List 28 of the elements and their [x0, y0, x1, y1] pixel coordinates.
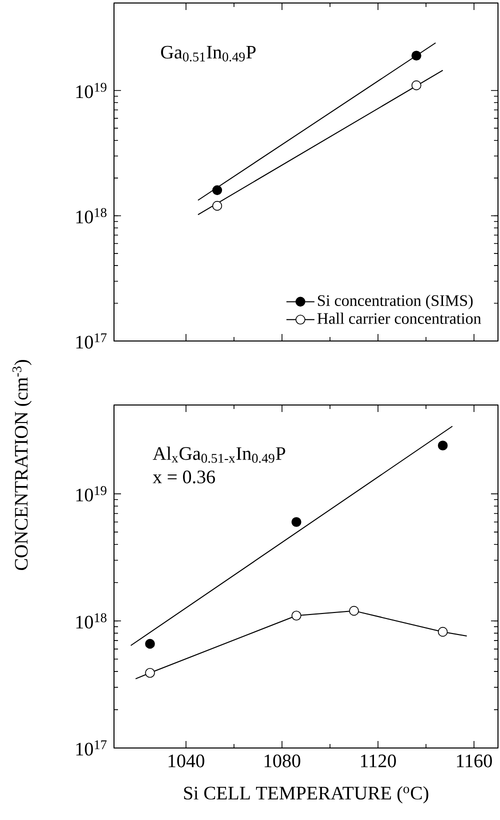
- y-tick-label: 10$^{19}$: [76, 486, 106, 502]
- point: [349, 606, 359, 616]
- x-tick-label: 1040: [168, 754, 204, 768]
- point: [291, 610, 302, 621]
- legend-label: Hall carrier concentration: [317, 312, 482, 324]
- annotation: x = 0.36: [152, 470, 215, 484]
- annotation: Al$_{x}$Ga$_{0.51-x}$In$_{0.49}$P: [152, 446, 286, 463]
- x-tick-label: 1160: [457, 754, 492, 768]
- y-tick-label: 10$^{19}$: [76, 82, 106, 98]
- point: [145, 668, 155, 678]
- point: [438, 626, 448, 637]
- point: [212, 200, 222, 211]
- x-axis-title: Si CELL TEMPERATURE ($^{o}$C): [184, 786, 428, 804]
- point: [291, 517, 302, 527]
- x-tick-label: 1120: [361, 754, 396, 768]
- point: [411, 80, 422, 90]
- y-tick-label: 10$^{17}$: [76, 740, 107, 756]
- annotation: Ga$_{0.51}$In$_{0.49}$P: [161, 46, 256, 62]
- y-axis-title: CONCENTRATION (cm$^{-3}$): [12, 360, 32, 570]
- legend-label: Si concentration (SIMS): [318, 294, 473, 310]
- point: [145, 638, 155, 649]
- point: [438, 440, 448, 450]
- point: [212, 185, 222, 196]
- x-tick-label: 1080: [264, 754, 300, 768]
- point: [411, 50, 422, 61]
- y-tick-label: 10$^{18}$: [76, 208, 106, 224]
- y-tick-label: 10$^{18}$: [76, 613, 106, 629]
- y-tick-label: 10$^{17}$: [76, 333, 107, 349]
